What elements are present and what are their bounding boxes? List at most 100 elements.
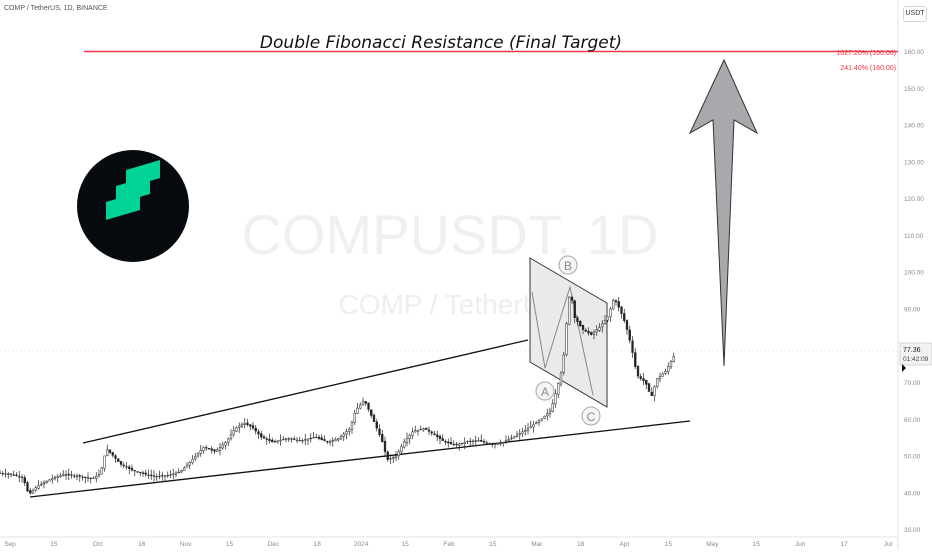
candle-body [411,431,414,436]
candle-body [419,429,422,431]
candle-body [89,477,92,480]
candle-body [623,313,626,321]
candle-body [430,431,433,434]
candle-body [375,421,378,429]
candle-body [460,442,464,445]
candle-body [117,458,120,462]
candle-body [507,439,510,442]
candle-body [669,361,673,368]
candle-body [144,472,147,475]
candle-body [392,456,395,459]
candle-body [356,407,359,414]
candle-body [257,431,260,435]
candle-body [31,490,35,494]
chart-title: Double Fibonacci Resistance (Final Targe… [260,33,622,53]
x-tick-label: 15 [665,541,673,548]
y-tick-label: 110.00 [904,233,924,240]
x-tick-label: Feb [443,541,455,548]
candle-body [238,425,241,428]
candle-body [463,442,466,444]
candle-body [271,439,274,443]
candle-body [664,371,667,374]
x-tick-label: 17 [840,541,848,548]
candle-body [532,424,535,428]
candle-body [320,437,323,440]
candle-body [559,372,563,385]
candle-body [502,441,505,444]
candle-body [427,429,431,432]
candle-body [474,440,477,442]
candle-body [9,473,13,475]
candle-body [609,308,612,318]
candle-body [95,475,98,479]
candle-body [471,440,475,442]
candle-body [315,437,318,439]
candle-body [653,386,656,396]
x-tick-label: 16 [138,541,146,548]
candle-body [540,418,543,421]
x-tick-label: Oct [93,541,103,548]
candle-body [603,320,607,324]
candle-body [529,426,532,429]
candle-body [548,410,552,414]
candle-body [194,456,197,460]
candle-body [180,470,183,473]
candle-body [565,323,568,355]
candle-body [169,474,172,476]
candle-body [279,439,282,442]
candle-body [485,442,488,444]
candle-body [367,402,370,410]
candle-body [207,447,211,450]
candle-body [543,416,546,419]
candle-body [414,430,417,433]
lower-trendline [29,420,691,498]
candle-body [342,433,345,437]
x-tick-label: Nov [180,541,192,548]
candle-body [34,487,37,491]
watermark-symbol: COMPUSDT, 1D [242,203,659,266]
candle-body [155,476,158,478]
candle-body [161,475,164,477]
candle-body [482,441,486,443]
candle-body [4,473,7,475]
candle-body [455,443,458,446]
candle-body [191,459,194,463]
currency-button[interactable]: USDT [903,6,927,22]
y-tick-label: 30.00 [904,527,921,534]
candle-body [309,437,312,440]
candle-body [235,427,238,432]
candle-body [416,429,420,432]
candle-body [353,413,356,423]
candle-body [526,428,530,431]
candle-body [188,462,191,466]
candle-body [636,366,640,377]
y-tick-label: 100.00 [904,270,924,277]
candle-body [661,373,664,377]
candle-body [213,449,216,452]
logo-bar [106,192,140,220]
candle-body [20,476,24,478]
candle-body [326,441,329,443]
candle-body [378,428,381,435]
candle-body [75,475,79,477]
candle-body [56,476,59,478]
candle-body [53,477,57,479]
x-tick-label: Jul [884,541,893,548]
candle-body [612,299,615,310]
y-tick-label: 70.00 [904,380,921,387]
candle-body [397,451,400,457]
candle-body [345,431,348,435]
candle-body [524,429,527,432]
candle-body [466,441,469,443]
candle-body [317,436,321,439]
candle-body [515,434,519,437]
candle-body [287,438,290,440]
candle-body [584,329,587,332]
candle-body [573,300,576,318]
candle-body [202,446,205,452]
x-tick-label: 15 [753,541,761,548]
y-tick-label: 120.00 [904,196,924,203]
candle-body [262,436,266,439]
